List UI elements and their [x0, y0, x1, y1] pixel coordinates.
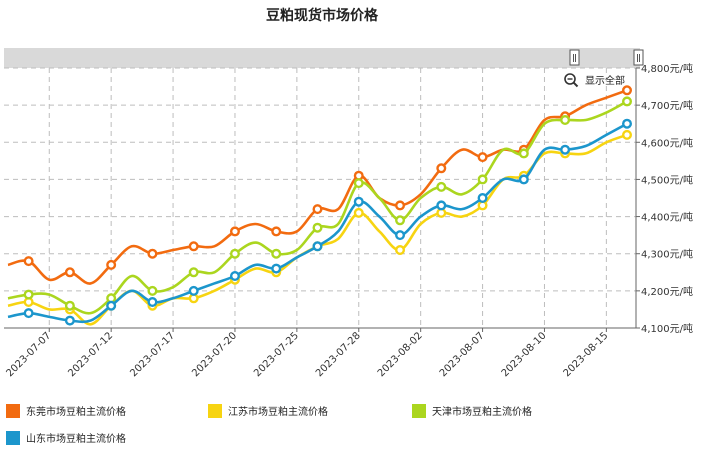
data-point[interactable] [271, 248, 282, 259]
y-tick-label: 4,300元/吨 [641, 248, 693, 261]
data-point[interactable] [271, 263, 282, 274]
y-tick-label: 4,200元/吨 [641, 285, 693, 298]
legend-item[interactable]: 东莞市场豆粕主流价格 [6, 404, 126, 418]
series-layer [7, 85, 633, 326]
x-tick-label: 2023-07-28 [314, 330, 363, 379]
data-point[interactable] [188, 285, 199, 296]
data-point[interactable] [312, 241, 323, 252]
show-all-button[interactable]: 显示全部 [564, 73, 625, 88]
legend-label: 东莞市场豆粕主流价格 [26, 405, 126, 418]
scrollbar-left-handle[interactable] [569, 49, 580, 66]
legend-item[interactable]: 山东市场豆粕主流价格 [6, 431, 126, 445]
data-point[interactable] [312, 204, 323, 215]
data-point[interactable] [622, 118, 633, 129]
data-point[interactable] [229, 271, 240, 282]
data-point[interactable] [560, 114, 571, 125]
data-point[interactable] [436, 163, 447, 174]
x-tick-label: 2023-07-20 [190, 330, 239, 379]
scrollbar-right-handle[interactable] [633, 49, 644, 66]
data-point[interactable] [477, 174, 488, 185]
data-point[interactable] [436, 200, 447, 211]
data-point[interactable] [395, 215, 406, 226]
data-point[interactable] [395, 244, 406, 255]
data-point[interactable] [64, 315, 75, 326]
x-tick-label: 2023-08-07 [438, 330, 487, 379]
chart-title: 豆粕现货市场价格 [266, 7, 379, 24]
y-tick-label: 4,800元/吨 [641, 62, 693, 75]
data-point[interactable] [23, 256, 34, 267]
data-point[interactable] [64, 267, 75, 278]
legend-swatch [6, 404, 20, 418]
data-point[interactable] [23, 289, 34, 300]
data-point[interactable] [436, 181, 447, 192]
data-point[interactable] [353, 178, 364, 189]
x-tick-label: 2023-07-07 [5, 330, 54, 379]
legend-swatch [6, 431, 20, 445]
data-point[interactable] [622, 85, 633, 96]
x-tick-label: 2023-07-12 [66, 330, 115, 379]
legend-item[interactable]: 江苏市场豆粕主流价格 [208, 404, 328, 418]
data-point[interactable] [106, 300, 117, 311]
y-tick-label: 4,700元/吨 [641, 99, 693, 112]
legend-swatch [208, 404, 222, 418]
data-point[interactable] [188, 241, 199, 252]
axes: 4,100元/吨 4,200元/吨 4,300元/吨 4,400元/吨 4,500元/吨… [4, 62, 693, 379]
y-tick-label: 4,500元/吨 [641, 173, 693, 186]
range-scrollbar[interactable] [4, 48, 644, 68]
legend-label: 山东市场豆粕主流价格 [26, 432, 126, 445]
grid-lines [4, 67, 636, 329]
data-point[interactable] [477, 152, 488, 163]
zoom-out-icon [564, 73, 579, 88]
data-point[interactable] [622, 96, 633, 107]
data-point[interactable] [395, 230, 406, 241]
data-point[interactable] [395, 200, 406, 211]
series-4 [7, 118, 633, 326]
x-tick-label: 2023-08-10 [500, 330, 549, 379]
data-point[interactable] [271, 226, 282, 237]
legend-item[interactable]: 天津市场豆粕主流价格 [412, 404, 532, 418]
data-point[interactable] [64, 300, 75, 311]
data-point[interactable] [188, 267, 199, 278]
legend-swatch [412, 404, 426, 418]
y-tick-label: 4,600元/吨 [641, 136, 693, 149]
data-point[interactable] [229, 248, 240, 259]
x-tick-label: 2023-07-25 [252, 330, 301, 379]
series-line [7, 89, 628, 285]
data-point[interactable] [147, 285, 158, 296]
x-tick-label: 2023-07-17 [128, 330, 177, 379]
scrollbar-track[interactable] [4, 48, 640, 68]
data-point[interactable] [229, 226, 240, 237]
data-point[interactable] [477, 192, 488, 203]
data-point[interactable] [518, 174, 529, 185]
legend-label: 江苏市场豆粕主流价格 [228, 405, 328, 418]
data-point[interactable] [312, 222, 323, 233]
y-tick-label: 4,100元/吨 [641, 322, 693, 335]
data-point[interactable] [622, 129, 633, 140]
data-point[interactable] [353, 207, 364, 218]
data-point[interactable] [23, 308, 34, 319]
x-tick-label: 2023-08-02 [376, 330, 425, 379]
x-tick-label: 2023-08-15 [562, 330, 611, 379]
y-tick-label: 4,400元/吨 [641, 211, 693, 224]
data-point[interactable] [353, 196, 364, 207]
data-point[interactable] [106, 259, 117, 270]
show-all-label[interactable]: 显示全部 [585, 74, 625, 87]
data-point[interactable] [147, 248, 158, 259]
legend-label: 天津市场豆粕主流价格 [432, 405, 532, 418]
data-point[interactable] [147, 297, 158, 308]
data-point[interactable] [560, 144, 571, 155]
data-point[interactable] [518, 148, 529, 159]
